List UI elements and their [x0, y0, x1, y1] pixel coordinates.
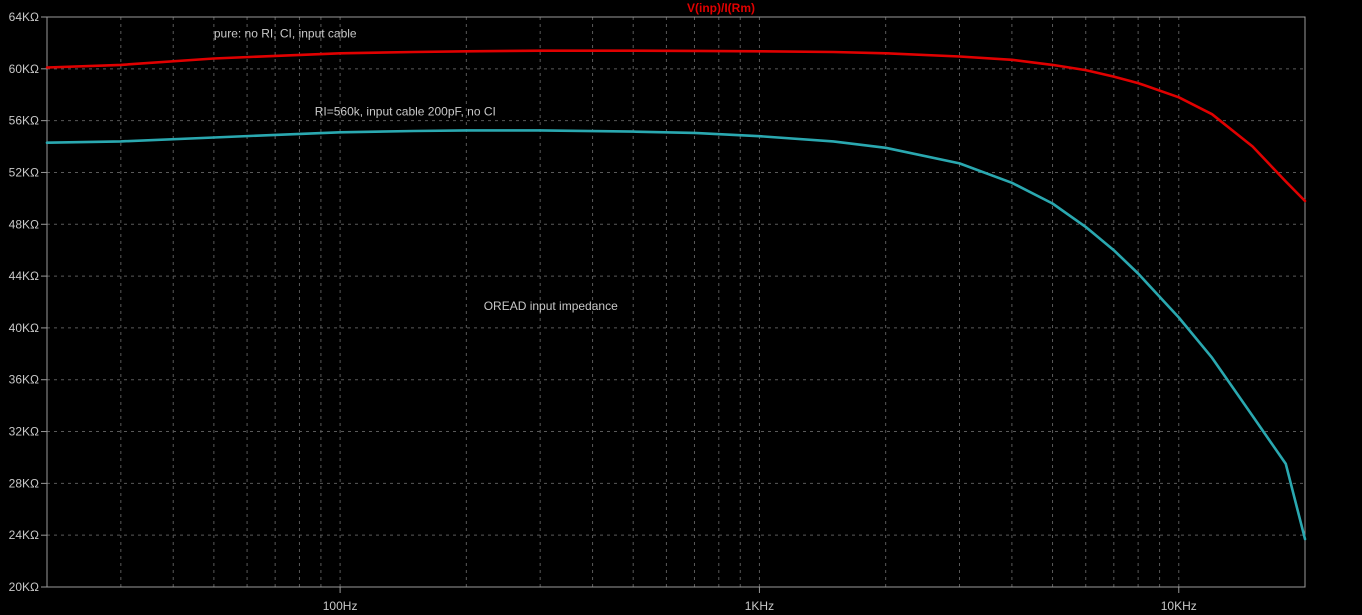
y-tick-label: 24KΩ — [9, 528, 39, 542]
y-axis-ticks: 20KΩ 24KΩ 28KΩ 32KΩ 36KΩ 40KΩ 44KΩ 48KΩ 52KΩ 56KΩ… — [9, 10, 47, 594]
x-tick-label: 1KHz — [745, 599, 774, 613]
y-tick-label: 52KΩ — [9, 165, 39, 179]
y-tick-label: 28KΩ — [9, 476, 39, 490]
annotation-label: RI=560k, input cable 200pF, no CI — [315, 104, 496, 118]
annotation-label: pure: no RI, CI, input cable — [214, 27, 357, 41]
series-line-2 — [45, 129, 1307, 541]
series-line-1 — [45, 49, 1307, 203]
x-axis-ticks: 100Hz 1KHz 10KHz — [323, 587, 1197, 613]
chart-title: V(inp)/I(Rm) — [687, 1, 755, 15]
y-tick-label: 40KΩ — [9, 321, 39, 335]
annotation-label: OREAD input impedance — [484, 299, 618, 313]
y-tick-label: 56KΩ — [9, 114, 39, 128]
y-tick-label: 32KΩ — [9, 425, 39, 439]
y-tick-label: 44KΩ — [9, 269, 39, 283]
annotations: pure: no RI, CI, input cable RI=560k, inp… — [214, 27, 618, 313]
y-tick-label: 60KΩ — [9, 62, 39, 76]
y-tick-label: 20KΩ — [9, 580, 39, 594]
plot-frame — [46, 16, 1306, 588]
x-tick-label: 10KHz — [1161, 599, 1197, 613]
y-tick-label: 48KΩ — [9, 217, 39, 231]
y-tick-label: 36KΩ — [9, 373, 39, 387]
series-group — [45, 49, 1307, 541]
y-tick-label: 64KΩ — [9, 10, 39, 24]
x-tick-label: 100Hz — [323, 599, 358, 613]
